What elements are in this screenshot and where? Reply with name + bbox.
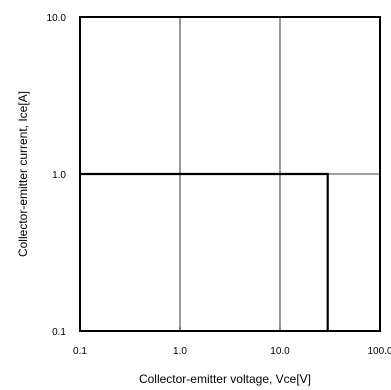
x-axis-ticks: 0.1 1.0 10.0 100.0 — [73, 327, 391, 357]
series-layer — [80, 172, 329, 331]
x-tick-label: 0.1 — [73, 346, 87, 357]
x-tick-label: 10.0 — [270, 346, 290, 357]
y-tick-label: 0.1 — [52, 327, 66, 338]
y-axis-title: Collector-emitter current, Ice[A] — [16, 91, 30, 257]
y-tick-label: 10.0 — [47, 13, 67, 24]
x-tick-label: 1.0 — [173, 346, 187, 357]
x-axis-title: Collector-emitter voltage, Vce[V] — [139, 372, 311, 386]
y-tick-label: 1.0 — [52, 170, 66, 181]
y-axis-ticks: 0.1 1.0 10.0 — [47, 13, 84, 338]
series-line — [80, 172, 329, 331]
x-tick-label: 100.0 — [367, 346, 391, 357]
